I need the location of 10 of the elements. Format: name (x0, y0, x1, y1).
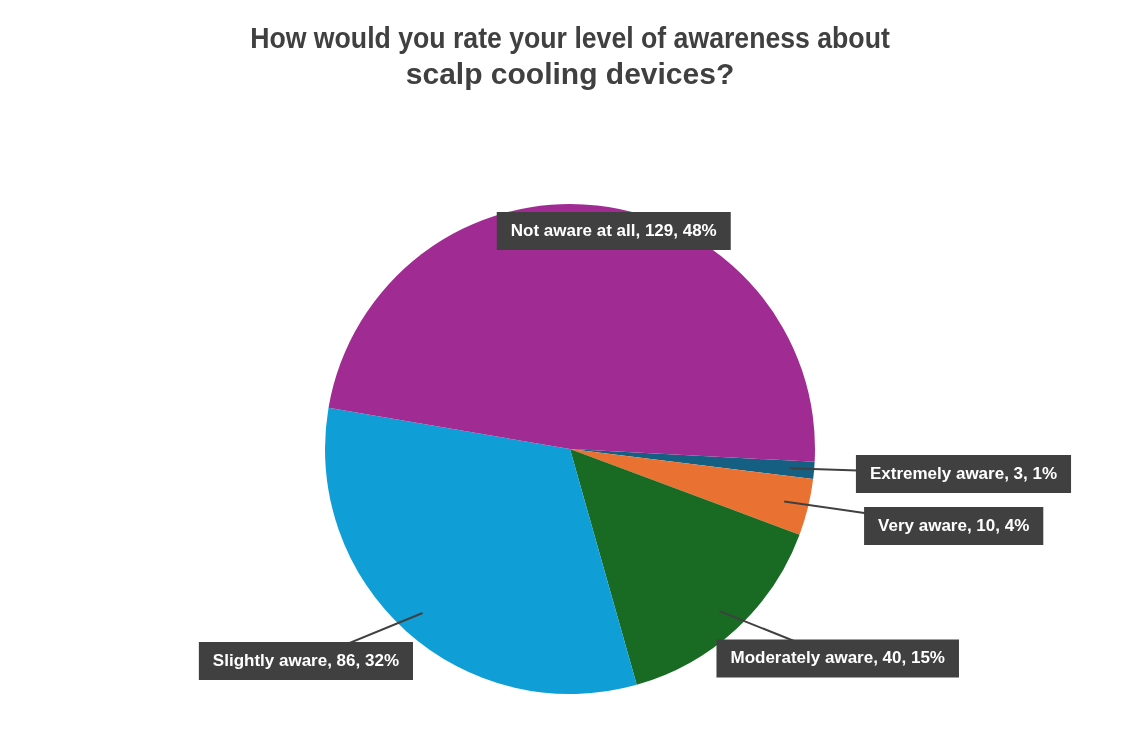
slice-label: Very aware (878, 515, 967, 535)
data-label: , 10, 4% (966, 515, 1030, 535)
data-label: , 40, 15% (873, 648, 945, 668)
data-label: , 86, 32% (327, 650, 399, 670)
chart-title: How would you rate your level of awareness about scalp cooling devices? (250, 20, 891, 91)
data-label: , 129, 48% (635, 220, 717, 240)
slice-label: Moderately aware (730, 648, 874, 668)
slice-label: Not aware at all (510, 220, 636, 240)
slice-label: Slightly aware (212, 650, 328, 670)
data-label: , 3, 1% (1004, 463, 1058, 483)
